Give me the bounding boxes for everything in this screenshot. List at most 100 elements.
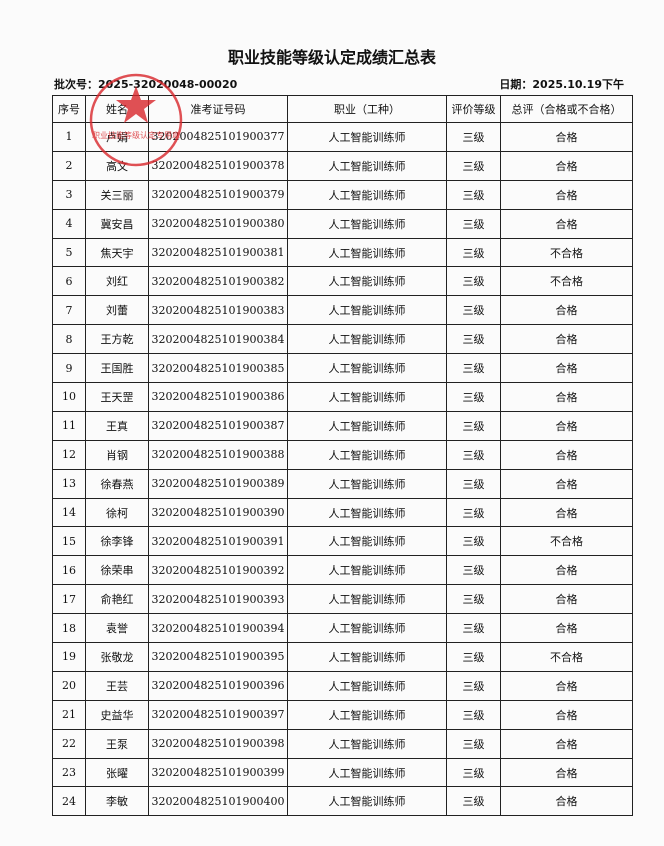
- batch: 批次号：2025-32020048-00020: [54, 78, 238, 91]
- table-cell: 焦天宇: [85, 237, 149, 268]
- table-row: 16 徐荣串 3202004825101900392 人工智能训练师 三级 合格: [52, 555, 633, 586]
- table-cell: 三级: [446, 266, 501, 297]
- table-cell: 刘蕾: [85, 295, 149, 326]
- table-cell: 人工智能训练师: [287, 613, 447, 644]
- table-cell: 徐李锋: [85, 526, 149, 557]
- table-cell: 人工智能训练师: [287, 410, 447, 441]
- table-cell: 人工智能训练师: [287, 266, 447, 297]
- table-row: 5 焦天宇 3202004825101900381 人工智能训练师 三级 不合格: [52, 237, 633, 268]
- date: 日期：2025.10.19下午: [499, 78, 624, 91]
- table-cell: 三级: [446, 122, 501, 152]
- table-cell: 三级: [446, 439, 501, 470]
- table-cell: 合格: [500, 699, 633, 730]
- table-cell: 8: [52, 324, 86, 355]
- table-cell: 5: [52, 237, 86, 268]
- table-cell: 三级: [446, 670, 501, 701]
- table-cell: 三级: [446, 699, 501, 730]
- table-cell: 三级: [446, 353, 501, 384]
- table-cell: 3202004825101900400: [148, 786, 288, 817]
- table-cell: 3202004825101900384: [148, 324, 288, 355]
- table-cell: 合格: [500, 208, 633, 239]
- table-cell: 三级: [446, 642, 501, 672]
- table-row: 17 俞艳红 3202004825101900393 人工智能训练师 三级 合格: [52, 584, 633, 615]
- table-cell: 人工智能训练师: [287, 179, 447, 210]
- column-header: 准考证号码: [148, 95, 288, 123]
- table-cell: 合格: [500, 786, 633, 817]
- table-cell: 合格: [500, 295, 633, 326]
- table-cell: 3202004825101900387: [148, 410, 288, 441]
- table-cell: 不合格: [500, 237, 633, 268]
- table-cell: 合格: [500, 382, 633, 412]
- table-row: 4 冀安昌 3202004825101900380 人工智能训练师 三级 合格: [52, 208, 633, 239]
- title: 职业技能等级认定成绩汇总表: [227, 48, 436, 67]
- table-row: 2 高文 3202004825101900378 人工智能训练师 三级 合格: [52, 150, 633, 181]
- table-cell: 3202004825101900395: [148, 642, 288, 672]
- table-cell: 三级: [446, 757, 501, 788]
- table-cell: 人工智能训练师: [287, 353, 447, 384]
- table-cell: 3202004825101900380: [148, 208, 288, 239]
- table-cell: 三级: [446, 237, 501, 268]
- table-cell: 20: [52, 670, 86, 701]
- table-cell: 王国胜: [85, 353, 149, 384]
- stamp-text: 职业技能等级认定专用章: [92, 130, 180, 140]
- table-cell: 合格: [500, 728, 633, 759]
- table-cell: 人工智能训练师: [287, 324, 447, 355]
- table-row: 12 肖钢 3202004825101900388 人工智能训练师 三级 合格: [52, 439, 633, 470]
- table-cell: 人工智能训练师: [287, 497, 447, 528]
- table-cell: 3202004825101900381: [148, 237, 288, 268]
- table-cell: 人工智能训练师: [287, 150, 447, 181]
- table-cell: 三级: [446, 208, 501, 239]
- table-cell: 3202004825101900385: [148, 353, 288, 384]
- table-cell: 9: [52, 353, 86, 384]
- table-cell: 人工智能训练师: [287, 642, 447, 672]
- table-row: 10 王天罡 3202004825101900386 人工智能训练师 三级 合格: [52, 382, 633, 412]
- table-cell: 三级: [446, 526, 501, 557]
- table-cell: 人工智能训练师: [287, 584, 447, 615]
- table-cell: 3202004825101900398: [148, 728, 288, 759]
- table-cell: 3202004825101900399: [148, 757, 288, 788]
- table-cell: 合格: [500, 353, 633, 384]
- table-cell: 三级: [446, 613, 501, 644]
- table-cell: 人工智能训练师: [287, 555, 447, 586]
- column-header: 评价等级: [446, 95, 501, 123]
- table-cell: 18: [52, 613, 86, 644]
- table-cell: 三级: [446, 150, 501, 181]
- table-cell: 12: [52, 439, 86, 470]
- table-cell: 23: [52, 757, 86, 788]
- column-header: 职业（工种）: [287, 95, 447, 123]
- table-cell: 合格: [500, 122, 633, 152]
- table-cell: 15: [52, 526, 86, 557]
- table-cell: 王泵: [85, 728, 149, 759]
- table-cell: 三级: [446, 382, 501, 412]
- column-header: 总评（合格或不合格）: [500, 95, 633, 123]
- table-cell: 3202004825101900396: [148, 670, 288, 701]
- table-cell: 合格: [500, 670, 633, 701]
- table-row: 8 王方乾 3202004825101900384 人工智能训练师 三级 合格: [52, 324, 633, 355]
- table-cell: 3202004825101900391: [148, 526, 288, 557]
- table-cell: 人工智能训练师: [287, 699, 447, 730]
- table-cell: 张敬龙: [85, 642, 149, 672]
- table-cell: 合格: [500, 555, 633, 586]
- table-cell: 合格: [500, 150, 633, 181]
- table-cell: 3202004825101900379: [148, 179, 288, 210]
- table-cell: 三级: [446, 468, 501, 499]
- table-cell: 3202004825101900392: [148, 555, 288, 586]
- table-cell: 俞艳红: [85, 584, 149, 615]
- table-cell: 人工智能训练师: [287, 728, 447, 759]
- table-cell: 三级: [446, 410, 501, 441]
- table-row: 9 王国胜 3202004825101900385 人工智能训练师 三级 合格: [52, 353, 633, 384]
- table-cell: 人工智能训练师: [287, 122, 447, 152]
- table-cell: 不合格: [500, 642, 633, 672]
- table-cell: 人工智能训练师: [287, 382, 447, 412]
- table-cell: 16: [52, 555, 86, 586]
- table-cell: 关三丽: [85, 179, 149, 210]
- table-cell: 3202004825101900394: [148, 613, 288, 644]
- table-cell: 史益华: [85, 699, 149, 730]
- table-cell: 王芸: [85, 670, 149, 701]
- table-cell: 合格: [500, 468, 633, 499]
- table-cell: 徐春燕: [85, 468, 149, 499]
- table-cell: 徐荣串: [85, 555, 149, 586]
- table-cell: 11: [52, 410, 86, 441]
- table-cell: 合格: [500, 497, 633, 528]
